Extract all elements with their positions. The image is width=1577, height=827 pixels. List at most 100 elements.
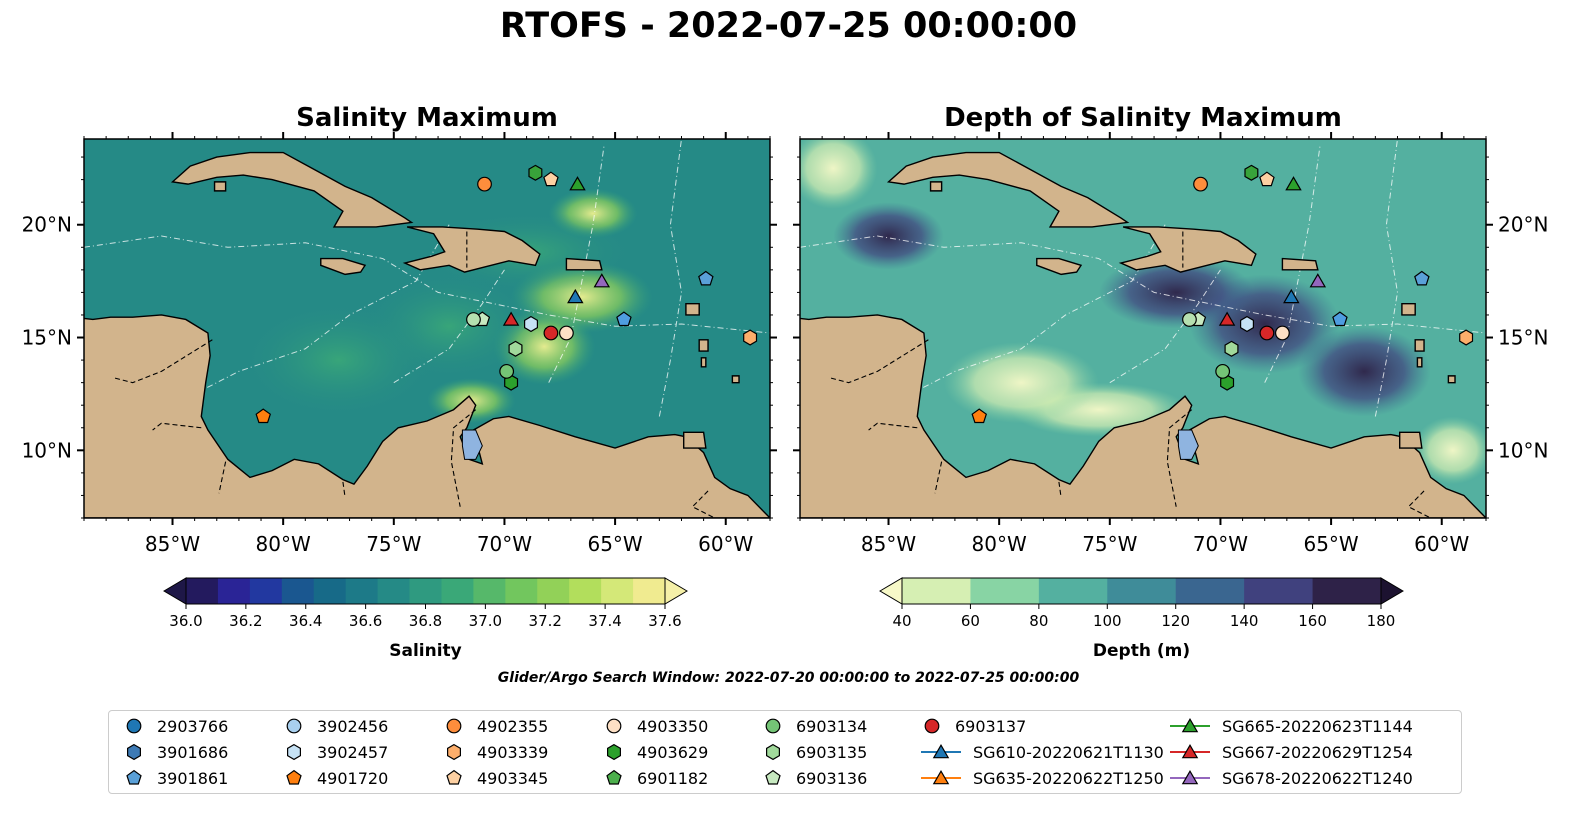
depth-lon-tick-label: 80°W — [972, 532, 1027, 556]
legend-marker — [126, 769, 142, 785]
legend-label: SG610-20220621T1130 — [973, 742, 1164, 762]
legend-marker-icon — [126, 743, 141, 761]
salinity-glider-sg678-20220622t1240 — [593, 273, 611, 288]
salinity-colorbar-swatch — [633, 578, 666, 604]
salinity-glider-sg667-20220629t1254 — [502, 311, 520, 326]
salinity-colorbar-swatch — [473, 578, 506, 604]
salinity-colorbar-tick-label: 37.4 — [588, 612, 621, 630]
legend-marker — [765, 718, 781, 734]
depth-glider-sg610-20220621t1130 — [1283, 288, 1300, 304]
legend-marker-icon — [765, 743, 780, 761]
legend-label: 6903137 — [955, 716, 1027, 736]
salinity-float-6903135 — [508, 340, 523, 357]
depth-extra-marker-0 — [1182, 312, 1197, 327]
depth-lon-tick-label: 60°W — [1414, 532, 1469, 556]
salinity-lon-tick-label: 70°W — [477, 532, 532, 556]
legend-marker — [1181, 744, 1199, 759]
salinity-float-3901861 — [698, 270, 714, 286]
legend-marker — [606, 718, 622, 734]
depth-colorbar-tick-label: 80 — [1029, 612, 1048, 630]
legend-marker-icon — [921, 770, 961, 785]
legend-label: 4903629 — [637, 742, 709, 762]
salinity-colorbar-swatch — [441, 578, 474, 604]
salinity-map: 85°W 80°W 75°W 70°W 65°W 60°W 20°N 15°N 10°N — [22, 132, 777, 556]
depth-land-central-america — [800, 314, 1486, 518]
legend-label: SG667-20220629T1254 — [1222, 742, 1413, 762]
depth-colorbar-tick-label: 100 — [1093, 612, 1122, 630]
legend-label: 4903339 — [477, 742, 549, 762]
depth-colorbar-tick-label: 60 — [961, 612, 980, 630]
salinity-lon-tick-label: 60°W — [698, 532, 753, 556]
salinity-lat-tick-label: 20°N — [22, 213, 72, 237]
legend-marker-icon — [446, 769, 462, 785]
depth-map: 85°W 80°W 75°W 70°W 65°W 60°W 20°N 15°N 10°N — [793, 132, 1548, 556]
legend-label: 4902355 — [477, 716, 549, 736]
legend-label: 4901720 — [317, 768, 389, 788]
legend-item-4903350: 4903350 — [603, 715, 708, 737]
depth-glider-sg665-20220623t1144 — [1285, 176, 1302, 191]
salinity-colorbar-swatch — [537, 578, 570, 604]
salinity-colorbar-tick-label: 37.0 — [469, 612, 502, 630]
salinity-float-4903629 — [504, 374, 519, 391]
depth-colorbar-tick-label: 120 — [1161, 612, 1190, 630]
depth-colorbar-swatch — [970, 578, 1040, 604]
depth-colorbar-under-arrow — [879, 577, 903, 605]
salinity-float-4902355 — [477, 176, 492, 192]
salinity-colorbar-under-arrow — [163, 577, 187, 605]
salinity-lon-tick-label: 65°W — [587, 532, 642, 556]
legend-marker-icon — [765, 718, 781, 734]
salinity-float-4901720 — [255, 408, 272, 424]
depth-lon-tick-label: 75°W — [1082, 532, 1137, 556]
salinity-land-central-america — [84, 314, 770, 518]
depth-extra-marker-1 — [1244, 164, 1259, 181]
legend-marker — [286, 743, 301, 761]
depth-float-3902457 — [1239, 315, 1255, 333]
legend-marker-icon — [286, 769, 302, 785]
salinity-land-barbados — [731, 375, 740, 384]
depth-glider-sg678-20220622t1240 — [1309, 273, 1327, 288]
legend-item-2903766: 2903766 — [123, 715, 228, 737]
legend-marker — [126, 718, 142, 734]
salinity-colorbar-swatch — [505, 578, 538, 604]
legend-item-6903135: 6903135 — [762, 741, 867, 763]
salinity-colorbar-tick-label: 36.4 — [289, 612, 322, 630]
legend-item-4901720: 4901720 — [283, 767, 388, 789]
depth-colorbar-swatch — [1312, 578, 1382, 604]
depth-colorbar-swatch — [1038, 578, 1108, 604]
depth-glider-sg667-20220629t1254 — [1218, 311, 1236, 326]
salinity-colorbar-tick-label: 37.6 — [648, 612, 681, 630]
legend-marker-icon — [126, 718, 142, 734]
depth-lon-tick-label: 65°W — [1303, 532, 1358, 556]
search-window-caption: Glider/Argo Search Window: 2022-07-20 00… — [497, 670, 1080, 686]
depth-float-4903345 — [1259, 171, 1275, 187]
depth-map-title: Depth of Salinity Maximum — [944, 103, 1342, 133]
salinity-extra-marker-0 — [466, 312, 481, 327]
salinity-float-4903345 — [543, 171, 559, 187]
depth-colorbar-tick-label: 140 — [1230, 612, 1259, 630]
figure-title: RTOFS - 2022-07-25 00:00:00 — [499, 6, 1078, 46]
depth-land-hispaniola — [1118, 226, 1257, 273]
salinity-land-martinique — [698, 339, 709, 352]
depth-colorbar-swatch — [902, 578, 971, 604]
legend-item-6903137: 6903137 — [921, 715, 1026, 737]
depth-colorbar: 40 60 80 100 120 140 160 180 — [879, 577, 1404, 630]
depth-colorbar-tick-label: 40 — [892, 612, 911, 630]
legend-marker — [924, 718, 940, 734]
depth-map-frame — [799, 138, 1487, 519]
depth-float-6903134 — [1215, 363, 1231, 379]
depth-land-martinique — [1414, 339, 1425, 352]
legend-marker-icon — [1170, 770, 1210, 785]
salinity-colorbar-tick-label: 36.2 — [229, 612, 262, 630]
legend-marker — [1181, 718, 1199, 733]
salinity-lat-tick-label: 15°N — [22, 326, 72, 350]
salinity-lon-tick-label: 80°W — [256, 532, 311, 556]
salinity-colorbar-swatch — [377, 578, 411, 604]
legend-item-4903629: 4903629 — [603, 741, 708, 763]
legend-marker-icon — [1170, 744, 1210, 759]
legend-marker-icon — [126, 769, 142, 785]
depth-float-6903137 — [1259, 325, 1275, 341]
depth-lake-maracaibo — [1177, 429, 1199, 460]
legend-item-4903339: 4903339 — [443, 741, 548, 763]
salinity-map-field — [84, 139, 770, 518]
legend-label: SG665-20220623T1144 — [1222, 716, 1413, 736]
